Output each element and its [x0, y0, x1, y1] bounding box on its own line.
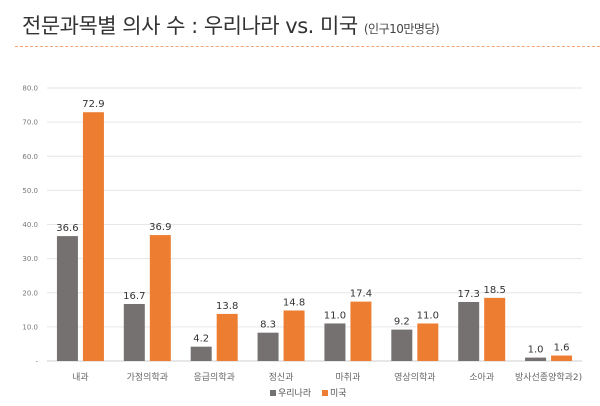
bar-korea [257, 332, 279, 361]
legend-label: 미국 [330, 388, 347, 399]
bar-usa [350, 301, 372, 361]
x-tick-label: 정신과 [269, 372, 294, 383]
y-tick-label: 10.0 [22, 323, 38, 331]
y-tick-label: 60.0 [22, 153, 38, 161]
data-label: 1.6 [554, 343, 570, 354]
data-label: 11.0 [324, 310, 346, 321]
data-label: 16.7 [123, 291, 145, 302]
x-tick-label: 소아과 [469, 372, 494, 383]
page-title: 전문과목별 의사 수 : 우리나라 vs. 미국 (인구10만명당) [22, 10, 440, 40]
title-divider [15, 46, 600, 47]
x-tick-label: 내과 [72, 372, 89, 383]
data-label: 8.3 [260, 320, 276, 331]
data-label: 9.2 [394, 317, 410, 328]
legend-swatch [322, 390, 328, 396]
y-tick-label: 40.0 [22, 221, 38, 229]
y-tick-label: - [35, 358, 38, 366]
bar-korea [123, 304, 145, 361]
y-tick-label: 30.0 [22, 255, 38, 263]
bar-korea [391, 329, 413, 361]
x-tick-label: 영상의학과 [394, 372, 435, 383]
x-tick-label: 가정의학과 [127, 372, 168, 383]
data-label: 13.8 [216, 301, 238, 312]
legend-swatch [270, 390, 276, 396]
bar-usa [417, 323, 439, 361]
y-tick-label: 80.0 [22, 85, 38, 93]
data-label: 36.6 [56, 223, 78, 234]
bar-usa [484, 297, 506, 361]
bar-korea [525, 357, 547, 361]
x-tick-label: 마취과 [336, 372, 361, 383]
bar-korea [458, 301, 480, 361]
title-subtitle: (인구10만명당) [363, 22, 440, 36]
bar-usa [82, 112, 104, 361]
bar-korea [190, 346, 212, 361]
data-label: 17.4 [350, 289, 372, 300]
bar-korea [324, 323, 346, 361]
y-tick-label: 20.0 [22, 289, 38, 297]
data-label: 4.2 [193, 334, 209, 345]
data-label: 72.9 [82, 99, 104, 110]
data-label: 17.3 [458, 289, 480, 300]
title-text: 전문과목별 의사 수 : 우리나라 vs. 미국 [22, 14, 358, 38]
x-tick-label: 응급의학과 [193, 372, 234, 383]
legend-label: 우리나라 [278, 388, 312, 399]
bar-usa [216, 313, 238, 361]
x-tick-label: 방사선종양학과2) [515, 372, 582, 383]
y-tick-label: 50.0 [22, 187, 38, 195]
bar-korea [56, 236, 78, 361]
data-label: 14.8 [283, 297, 305, 308]
bar-usa [551, 355, 573, 361]
bar-usa [149, 235, 171, 361]
data-label: 11.0 [417, 310, 439, 321]
data-label: 36.9 [149, 222, 171, 233]
bar-usa [283, 310, 305, 361]
y-tick-label: 70.0 [22, 119, 38, 127]
data-label: 18.5 [484, 285, 506, 296]
data-label: 1.0 [528, 345, 544, 356]
